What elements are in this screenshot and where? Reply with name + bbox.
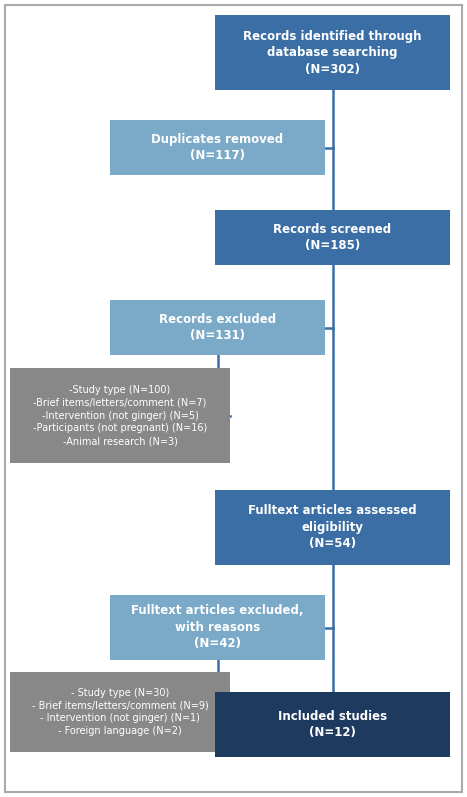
Text: Duplicates removed
(N=117): Duplicates removed (N=117) <box>151 133 283 163</box>
FancyBboxPatch shape <box>110 595 325 660</box>
Text: Records excluded
(N=131): Records excluded (N=131) <box>159 312 276 342</box>
FancyBboxPatch shape <box>215 692 450 757</box>
Text: Included studies
(N=12): Included studies (N=12) <box>278 710 387 740</box>
FancyBboxPatch shape <box>110 300 325 355</box>
Text: -Study type (N=100)
-Brief items/letters/comment (N=7)
-Intervention (not ginger: -Study type (N=100) -Brief items/letters… <box>33 385 207 446</box>
FancyBboxPatch shape <box>215 15 450 90</box>
Text: Records screened
(N=185): Records screened (N=185) <box>274 222 391 252</box>
FancyBboxPatch shape <box>215 210 450 265</box>
Text: Fulltext articles excluded,
with reasons
(N=42): Fulltext articles excluded, with reasons… <box>131 604 304 650</box>
FancyBboxPatch shape <box>215 490 450 565</box>
FancyBboxPatch shape <box>10 672 230 752</box>
Text: Records identified through
database searching
(N=302): Records identified through database sear… <box>243 29 422 76</box>
FancyBboxPatch shape <box>10 368 230 463</box>
Text: Fulltext articles assessed
eligibility
(N=54): Fulltext articles assessed eligibility (… <box>248 505 417 551</box>
FancyBboxPatch shape <box>110 120 325 175</box>
Text: - Study type (N=30)
- Brief items/letters/comment (N=9)
- Intervention (not ging: - Study type (N=30) - Brief items/letter… <box>32 688 208 736</box>
